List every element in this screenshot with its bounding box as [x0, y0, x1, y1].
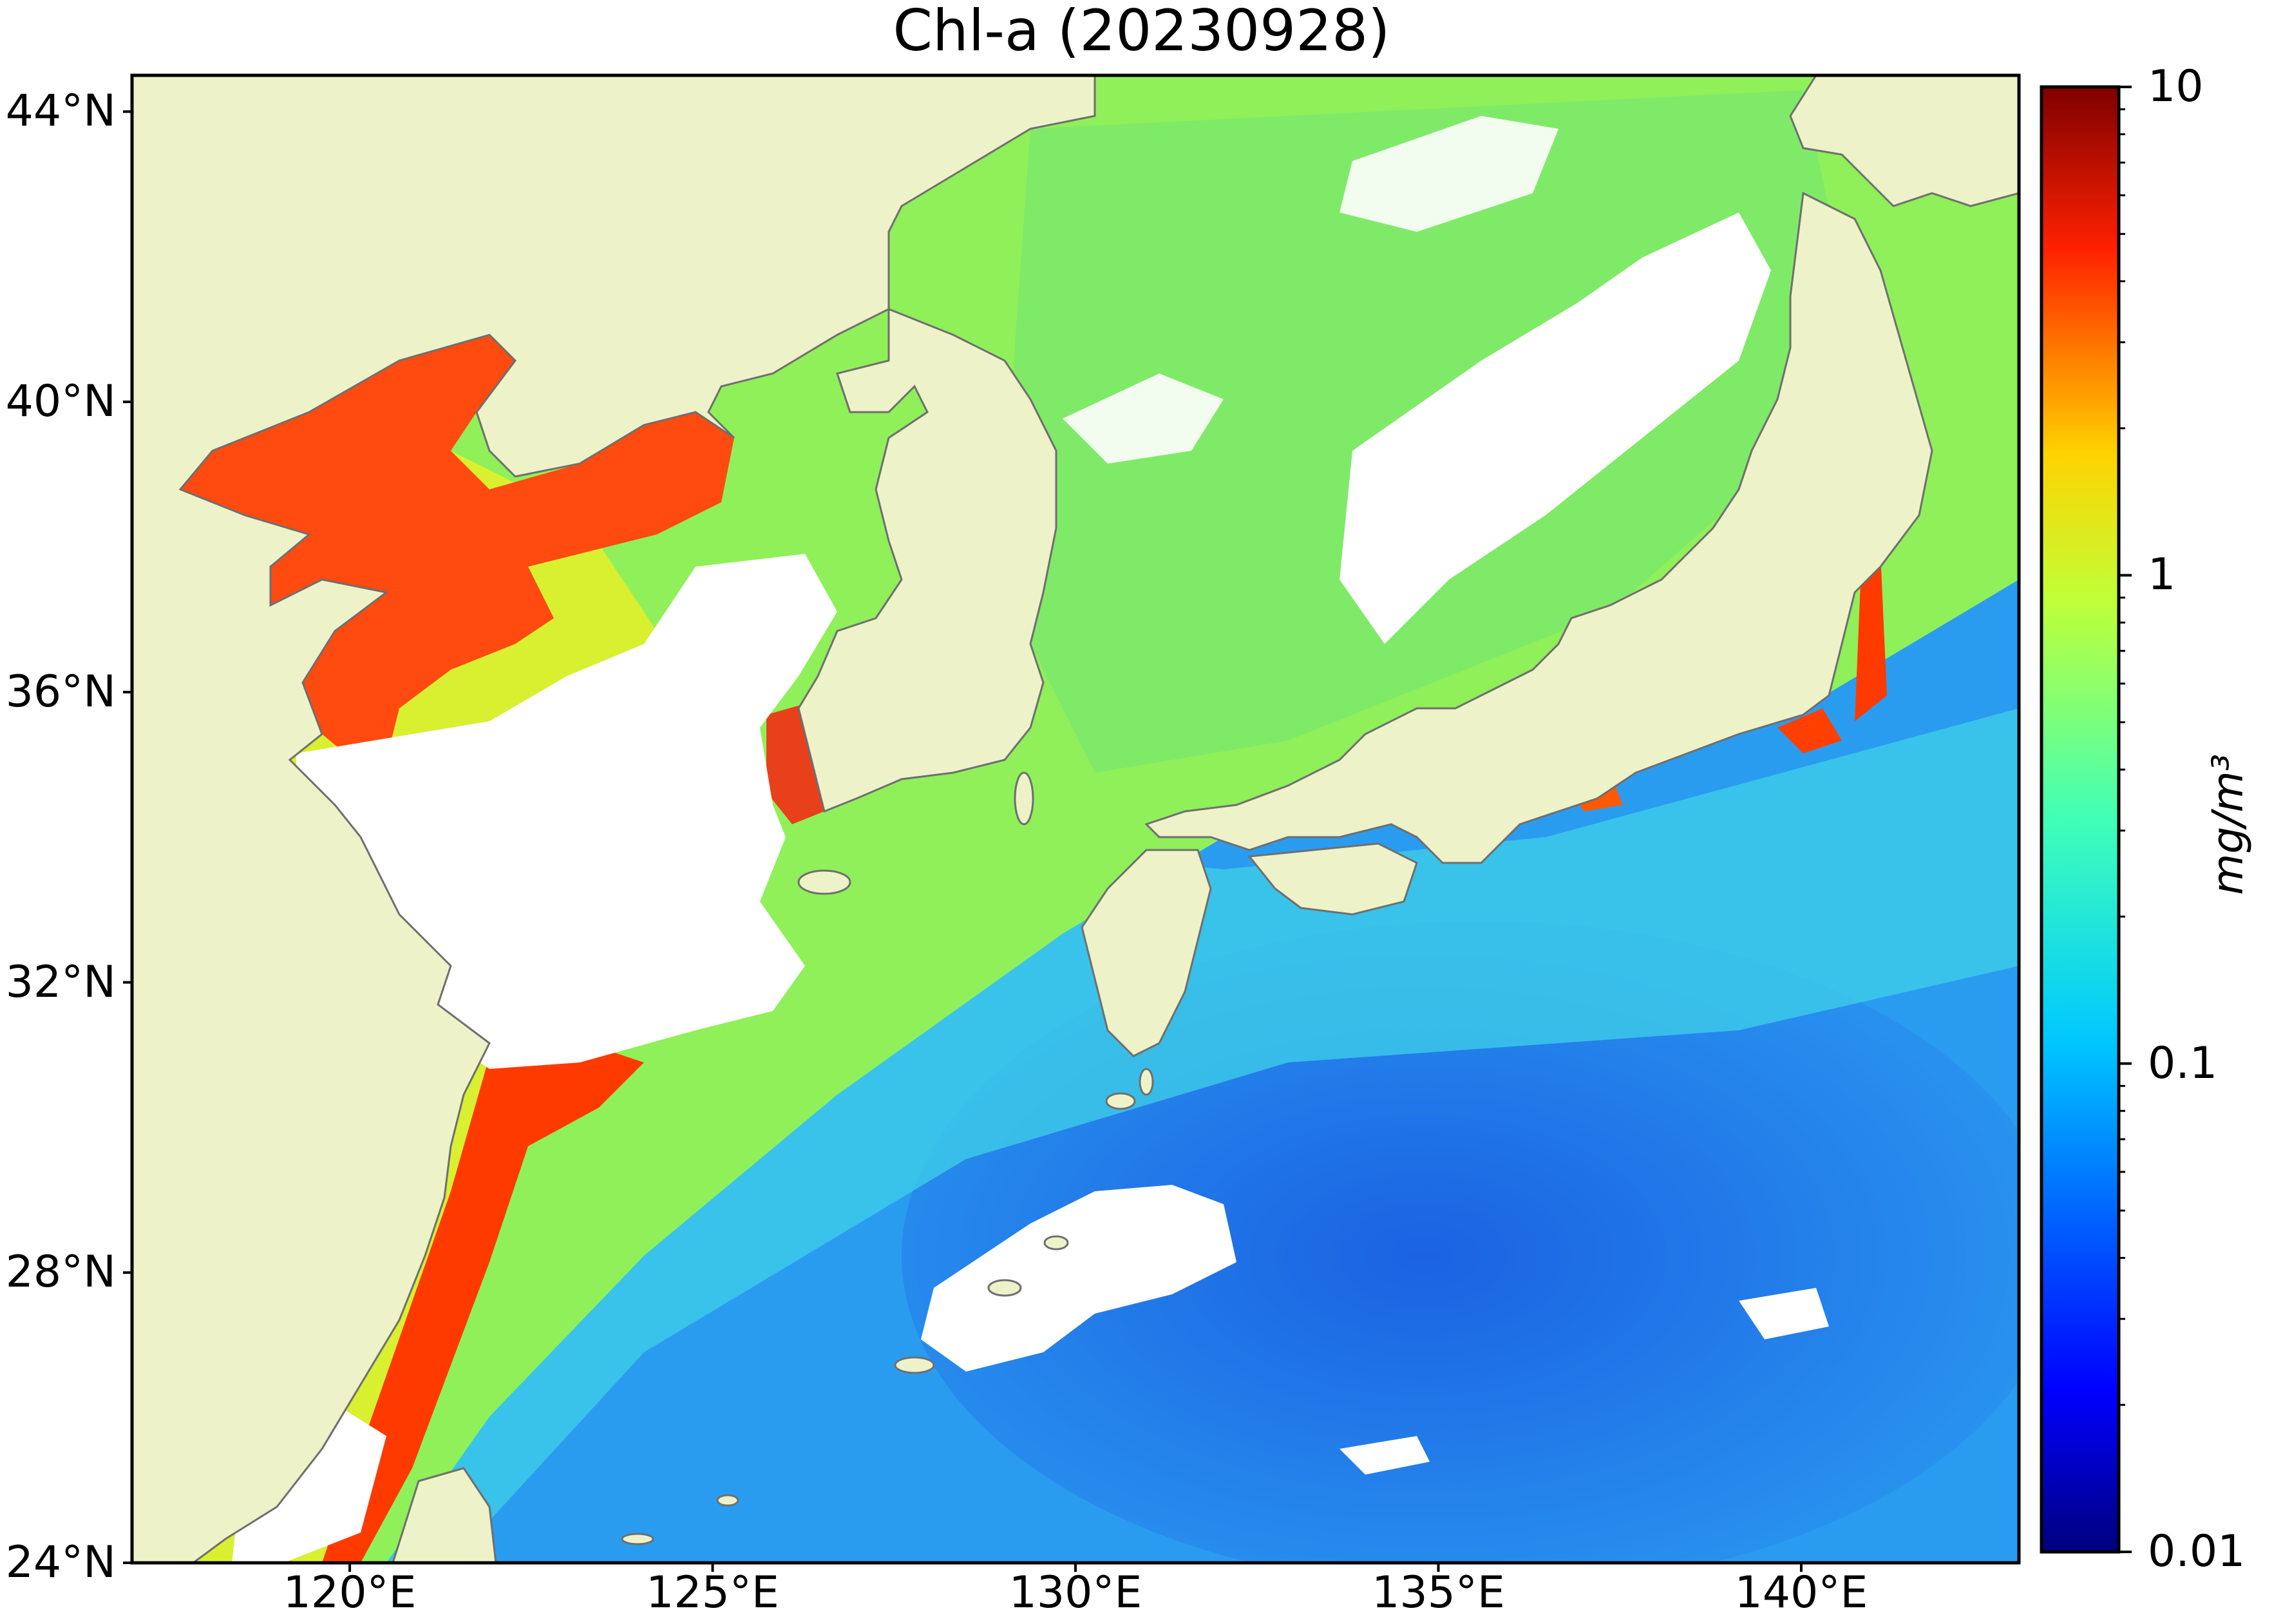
colorbar-tick-label: 10 [2148, 61, 2204, 112]
map-title: Chl-a (20230928) [893, 0, 1390, 64]
map-area [132, 75, 2019, 1563]
colorbar-frame [2040, 85, 2121, 1554]
colorbar-gradient [2041, 87, 2119, 1552]
lat-tick-label: 44°N [5, 86, 116, 137]
hokkaido-island [1789, 75, 2019, 207]
coastal-red-band [322, 1037, 644, 1563]
lat-tick-label: 32°N [5, 956, 116, 1008]
lon-tick-label: 120°E [283, 1567, 417, 1618]
korean-peninsula [797, 307, 1057, 813]
lon-tick-label: 125°E [646, 1567, 779, 1618]
jeju-island [797, 869, 851, 895]
kyushu-island [1081, 849, 1212, 1057]
colorbar-tick-label: 0.01 [2148, 1526, 2246, 1577]
china-mainland [132, 75, 1096, 1563]
lat-tick-marks [123, 110, 132, 1564]
colorbar-tick-marks [2119, 86, 2132, 1553]
honshu-island [1144, 191, 1933, 864]
taiwan-island [392, 1467, 497, 1563]
colorbar-unit-label: mg/m³ [2203, 753, 2253, 895]
lat-tick-label: 40°N [5, 376, 116, 428]
lon-tick-marks [348, 1563, 1803, 1572]
shikoku-island [1247, 842, 1418, 916]
tokyo-bay-high-chl [1777, 708, 1842, 753]
colorbar-tick-label: 1 [2148, 549, 2176, 601]
cloud-patch-yellow-sea [296, 554, 837, 1069]
lon-tick-label: 130°E [1009, 1567, 1142, 1618]
sanriku-coast-high-chl [1855, 554, 1887, 721]
cloud-patch-south [1340, 1436, 1430, 1475]
cloud-patch-east [1739, 1288, 1829, 1339]
lat-tick-label: 28°N [5, 1247, 116, 1298]
lat-tick-label: 24°N [5, 1537, 116, 1588]
lon-tick-label: 135°E [1372, 1567, 1505, 1618]
ryukyu-islands [621, 771, 1154, 1545]
cloud-patch-japan-sea-2 [1063, 373, 1224, 464]
lon-tick-label: 140°E [1734, 1567, 1868, 1618]
cloud-patch-japan-sea [1340, 212, 1771, 644]
lat-tick-label: 36°N [5, 666, 116, 717]
cloud-patch-japan-sea-3 [1340, 116, 1558, 232]
cloud-patch-okinawa [921, 1185, 1236, 1372]
colorbar-tick-label: 0.1 [2148, 1037, 2218, 1089]
